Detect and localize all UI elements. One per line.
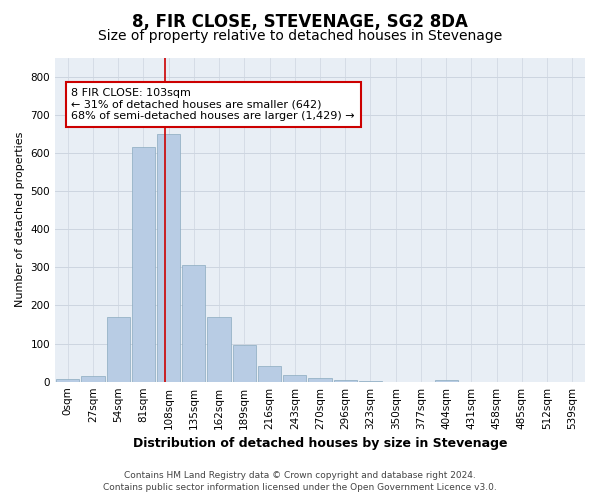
Bar xyxy=(308,378,332,382)
Bar xyxy=(283,375,307,382)
Bar xyxy=(132,147,155,382)
Bar xyxy=(182,266,205,382)
Text: Size of property relative to detached houses in Stevenage: Size of property relative to detached ho… xyxy=(98,29,502,43)
Bar xyxy=(81,376,104,382)
Y-axis label: Number of detached properties: Number of detached properties xyxy=(15,132,25,308)
Bar xyxy=(334,380,357,382)
Bar xyxy=(157,134,180,382)
Text: 8, FIR CLOSE, STEVENAGE, SG2 8DA: 8, FIR CLOSE, STEVENAGE, SG2 8DA xyxy=(132,12,468,30)
Bar xyxy=(56,378,79,382)
Bar xyxy=(107,317,130,382)
Text: 8 FIR CLOSE: 103sqm
← 31% of detached houses are smaller (642)
68% of semi-detac: 8 FIR CLOSE: 103sqm ← 31% of detached ho… xyxy=(71,88,355,121)
Bar xyxy=(208,317,230,382)
Bar xyxy=(359,380,382,382)
Bar xyxy=(258,366,281,382)
X-axis label: Distribution of detached houses by size in Stevenage: Distribution of detached houses by size … xyxy=(133,437,507,450)
Bar xyxy=(233,344,256,382)
Bar xyxy=(434,380,458,382)
Text: Contains HM Land Registry data © Crown copyright and database right 2024.
Contai: Contains HM Land Registry data © Crown c… xyxy=(103,471,497,492)
